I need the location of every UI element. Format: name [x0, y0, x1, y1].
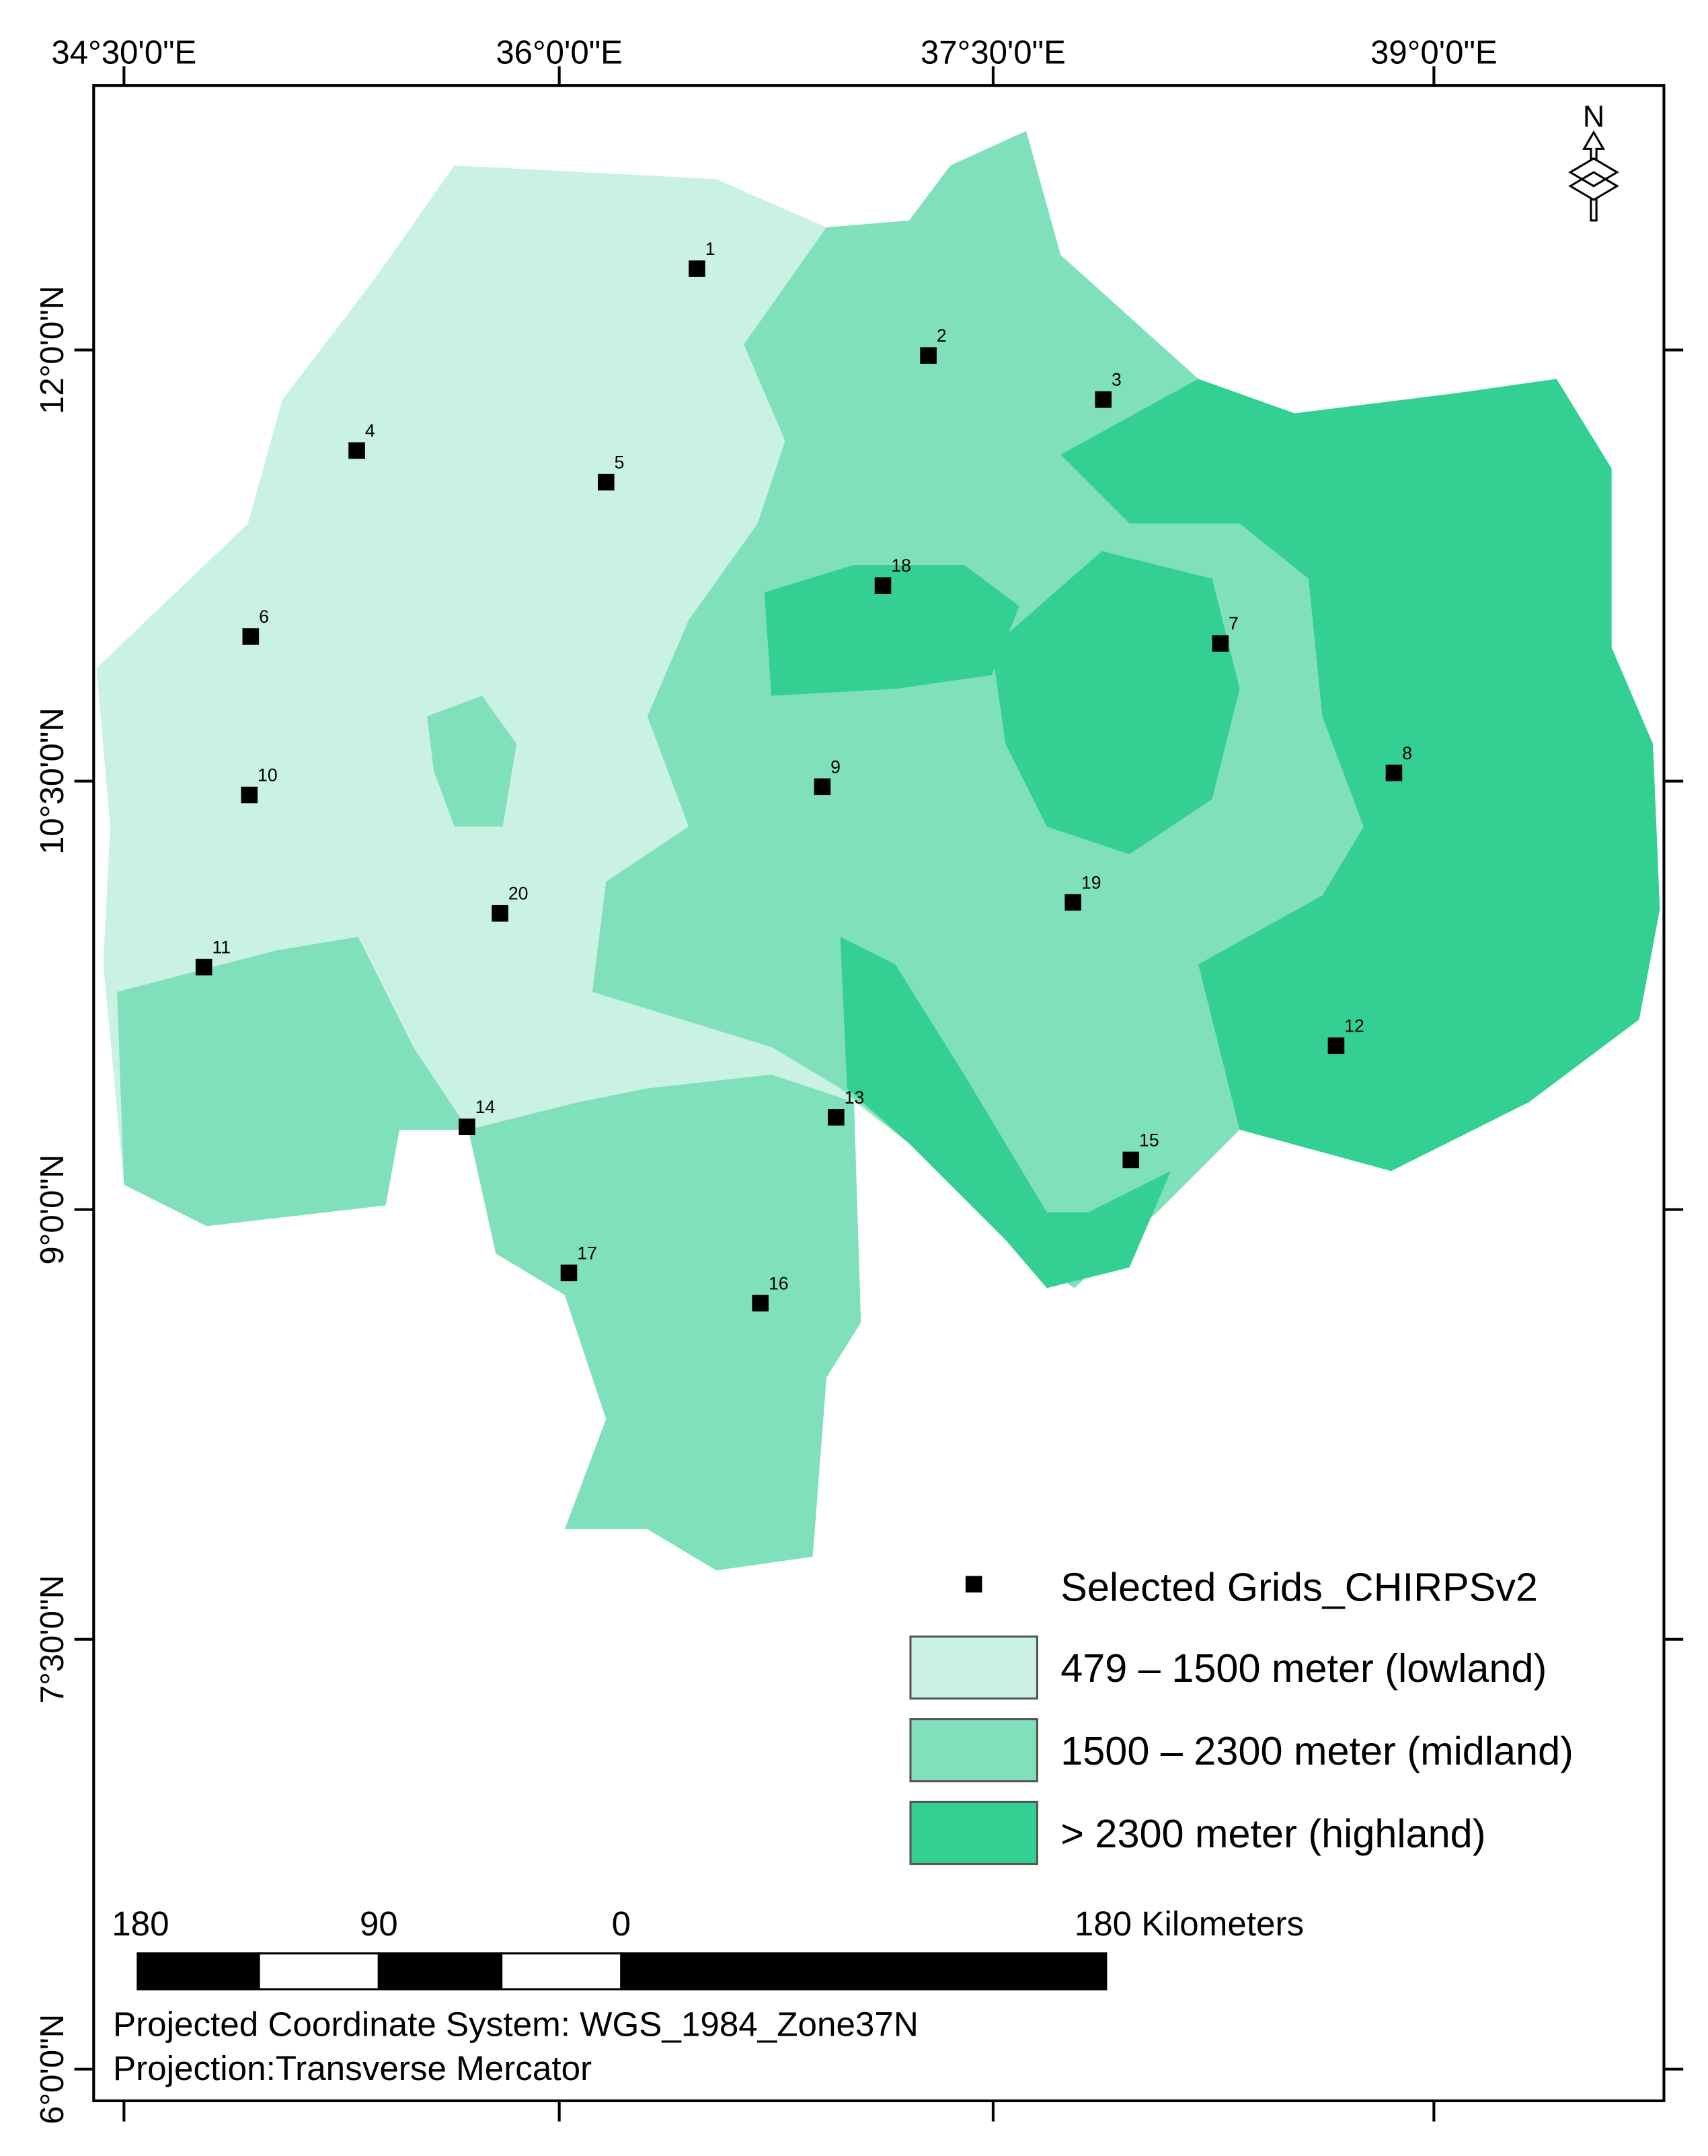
- grid-point: [492, 904, 508, 922]
- scale-segment: [500, 1952, 623, 1991]
- grid-point-label: 19: [1081, 872, 1101, 892]
- latitude-label: 12°0'0"N: [34, 286, 71, 414]
- scale-label: 180 Kilometers: [1075, 1904, 1304, 1943]
- legend-label: > 2300 meter (highland): [1060, 1811, 1485, 1856]
- grid-point-label: 1: [705, 239, 715, 259]
- grid-point-label: 6: [259, 607, 269, 627]
- grid-point: [1212, 635, 1229, 652]
- longitude-label: 36°0'0"E: [496, 34, 623, 71]
- grid-point-label: 20: [508, 884, 529, 904]
- grid-point-label: 17: [577, 1243, 597, 1263]
- legend-label: 479 – 1500 meter (lowland): [1060, 1646, 1547, 1691]
- scale-segment: [620, 1952, 1108, 1991]
- projection-text: Projected Coordinate System: WGS_1984_Zo…: [113, 2005, 919, 2044]
- grid-point: [1122, 1151, 1140, 1169]
- grid-point: [828, 1109, 845, 1126]
- latitude-label: 6°0'0"N: [34, 2014, 71, 2124]
- grid-point-label: 3: [1112, 370, 1122, 390]
- grid-point: [689, 260, 705, 277]
- highland-zone: [991, 551, 1240, 855]
- scale-segment: [377, 1952, 503, 1991]
- grid-point: [195, 958, 212, 976]
- midland-zone: [427, 695, 517, 827]
- grid-point: [1095, 391, 1112, 408]
- grid-point-label: 2: [937, 325, 947, 346]
- legend-swatch: [909, 1718, 1038, 1783]
- legend-label: 1500 – 2300 meter (midland): [1060, 1728, 1574, 1773]
- legend-label: Selected Grids_CHIRPSv2: [1060, 1564, 1538, 1609]
- grid-point-label: 15: [1139, 1130, 1159, 1150]
- scale-label: 0: [612, 1904, 631, 1943]
- grid-point-label: 9: [830, 757, 841, 777]
- longitude-label: 34°30'0"E: [51, 34, 196, 71]
- longitude-label: 37°30'0"E: [921, 34, 1066, 71]
- north-arrow: N: [1568, 100, 1619, 222]
- projection-text: Projection:Transverse Mercator: [113, 2049, 592, 2087]
- grid-point-label: 18: [891, 555, 911, 576]
- elevation-zones: [96, 130, 1660, 1571]
- grid-point-label: 14: [475, 1097, 496, 1117]
- latitude-label: 10°30'0"N: [34, 707, 71, 855]
- grid-point-label: 7: [1229, 613, 1239, 633]
- latitude-label: 7°30'0"N: [34, 1575, 71, 1703]
- grid-point: [348, 442, 365, 459]
- scale-segment: [137, 1952, 260, 1991]
- legend-marker: [965, 1576, 982, 1593]
- grid-point: [752, 1295, 769, 1312]
- grid-point: [1327, 1037, 1345, 1054]
- grid-point-label: 16: [769, 1273, 789, 1293]
- highland-zone: [1060, 379, 1660, 1171]
- longitude-label: 39°0'0"E: [1370, 34, 1498, 71]
- grid-point-label: 8: [1402, 743, 1412, 763]
- highland-zone: [840, 937, 1171, 1288]
- scale-label: 180: [112, 1904, 169, 1943]
- grid-point-label: 11: [212, 937, 231, 958]
- highland-zone: [764, 564, 1019, 696]
- grid-point-label: 12: [1344, 1015, 1364, 1036]
- grid-point: [814, 778, 831, 796]
- grid-point: [874, 577, 892, 594]
- grid-point-label: 4: [365, 420, 375, 440]
- grid-point: [459, 1118, 475, 1136]
- midland-zone: [117, 937, 861, 1571]
- grid-point: [920, 347, 937, 364]
- grid-point: [1385, 764, 1403, 781]
- grid-point: [560, 1264, 578, 1282]
- grid-point: [598, 473, 615, 491]
- grid-point-label: 5: [615, 453, 625, 473]
- north-label: N: [1583, 100, 1605, 134]
- grid-point: [1064, 894, 1081, 911]
- grid-point-label: 10: [258, 765, 278, 785]
- grid-point: [242, 628, 260, 645]
- grid-point: [241, 786, 258, 804]
- legend-swatch: [909, 1800, 1038, 1865]
- grid-point-label: 13: [845, 1087, 865, 1108]
- scale-segment: [258, 1952, 380, 1991]
- latitude-label: 9°0'0"N: [34, 1155, 71, 1265]
- scale-label: 90: [360, 1904, 398, 1943]
- legend-swatch: [909, 1635, 1038, 1700]
